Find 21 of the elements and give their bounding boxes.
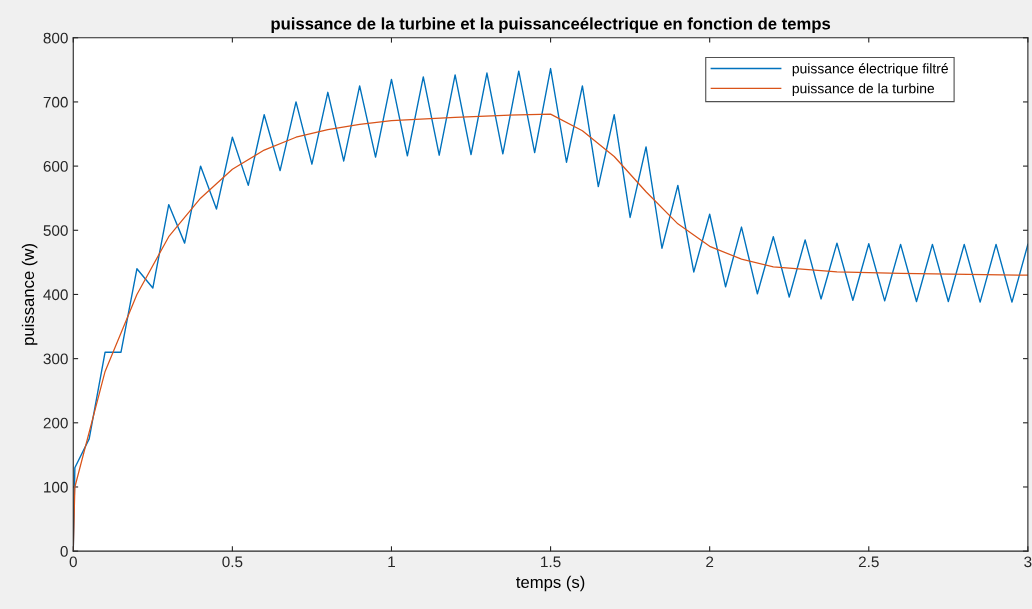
y-tick-label: 200: [43, 417, 68, 429]
y-tick-label: 0: [60, 546, 68, 557]
y-axis-title: puissance (w): [21, 244, 38, 345]
x-tick-label: 2.5: [858, 556, 879, 568]
y-tick-label: 400: [43, 289, 68, 301]
x-tick-label: 1.5: [541, 556, 561, 568]
x-tick-label: 2: [706, 556, 714, 568]
y-tick-label: 600: [43, 160, 68, 172]
x-axis-title: temps (s): [516, 575, 585, 592]
legend-label: puissance de la turbine: [792, 83, 935, 97]
x-tick-label: 0: [69, 556, 77, 568]
chart-title: puissance de la turbine et la puissanceélectrique en fonction de temps: [271, 17, 831, 33]
y-tick-label: 700: [43, 96, 68, 108]
x-tick-label: 1: [388, 556, 395, 568]
x-tick-label: 0.5: [222, 556, 243, 568]
legend-label: puissance électrique filtré: [792, 63, 948, 77]
y-tick-label: 300: [43, 353, 68, 365]
y-tick-label: 500: [43, 225, 68, 236]
y-tick-label: 100: [44, 481, 68, 493]
x-tick-label: 3: [1024, 556, 1032, 568]
y-tick-label: 800: [43, 32, 68, 44]
